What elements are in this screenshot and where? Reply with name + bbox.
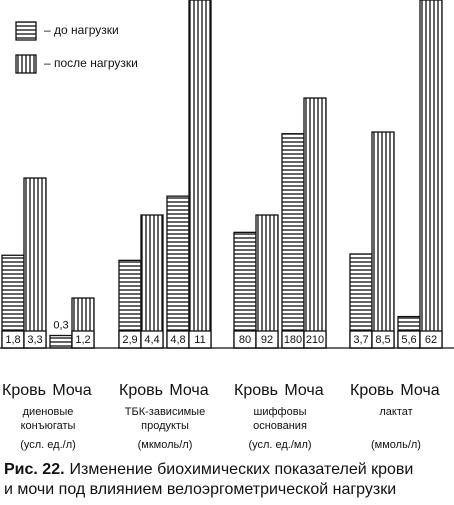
value-label: 80 xyxy=(239,334,251,346)
unit-label: (усл. ед./мл) xyxy=(248,439,311,451)
group-label: ТБК-зависимые xyxy=(125,406,205,418)
caption-line: и мочи под влиянием велоэргометрической … xyxy=(4,481,396,498)
value-label: 180 xyxy=(284,334,302,346)
value-label: 1,8 xyxy=(5,334,20,346)
caption-line: Изменение биохимических показателей кров… xyxy=(70,461,414,478)
bar xyxy=(188,0,212,349)
bar xyxy=(255,214,279,349)
category-label: Моча xyxy=(400,382,439,399)
value-label: 0,3 xyxy=(53,319,68,331)
group-label: лактат xyxy=(379,406,412,418)
value-label: 5,6 xyxy=(401,334,416,346)
value-label: 3,3 xyxy=(27,334,42,346)
value-label: 92 xyxy=(261,334,273,346)
unit-label: (усл. ед./л) xyxy=(20,439,76,451)
group-label: конъюгаты xyxy=(21,420,76,432)
bar xyxy=(49,334,73,349)
figure-label: Рис. 22. xyxy=(4,461,65,478)
bar xyxy=(166,195,190,349)
group-label: основания xyxy=(253,420,307,432)
value-label: 62 xyxy=(425,334,437,346)
bar xyxy=(23,177,47,349)
category-label: Моча xyxy=(169,382,208,399)
value-label: 3,7 xyxy=(353,334,368,346)
group-label: продукты xyxy=(141,420,189,432)
group-label: шиффовы xyxy=(254,406,307,418)
value-label: 11 xyxy=(194,334,205,346)
bar xyxy=(419,0,443,349)
bar xyxy=(281,133,305,349)
legend-swatch xyxy=(15,54,37,74)
bar xyxy=(303,97,327,349)
value-label: 2,9 xyxy=(122,334,137,346)
group-label: диеновые xyxy=(23,406,74,418)
category-label: Моча xyxy=(284,382,323,399)
legend-swatch xyxy=(15,21,37,41)
value-label: 1,2 xyxy=(75,334,90,346)
bar xyxy=(140,214,164,349)
legend-label: – после нагрузки xyxy=(44,56,138,70)
value-label: 210 xyxy=(306,334,324,346)
unit-label: (ммоль/л) xyxy=(371,439,421,451)
caption: Рис. 22. Изменение биохимических показате… xyxy=(4,461,413,478)
unit-label: (мкмоль/л) xyxy=(138,439,193,451)
value-label: 8,5 xyxy=(375,334,390,346)
bar xyxy=(371,131,395,349)
category-label: Кровь xyxy=(350,382,394,399)
category-label: Кровь xyxy=(119,382,163,399)
value-label: 4,4 xyxy=(144,334,159,346)
category-label: Кровь xyxy=(234,382,278,399)
category-label: Моча xyxy=(52,382,91,399)
value-label: 4,8 xyxy=(170,334,185,346)
legend-label: – до нагрузки xyxy=(44,23,119,37)
category-label: Кровь xyxy=(2,382,46,399)
